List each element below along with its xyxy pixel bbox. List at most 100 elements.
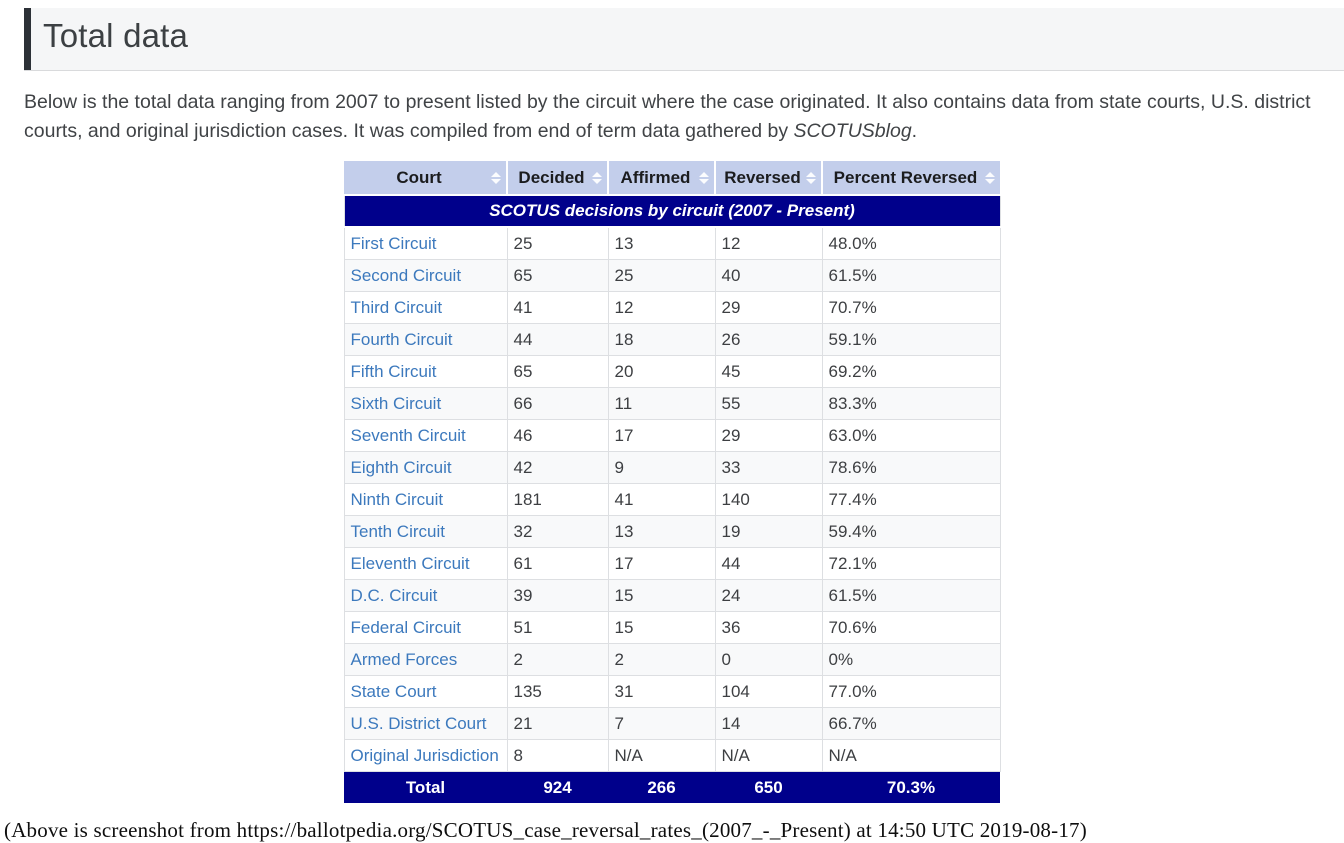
court-link[interactable]: D.C. Circuit <box>350 586 438 605</box>
court-link[interactable]: State Court <box>350 682 437 701</box>
sort-icon[interactable] <box>699 171 709 184</box>
decided-cell: 8 <box>506 739 609 772</box>
affirmed-cell: 13 <box>607 226 716 260</box>
reversed-cell: 45 <box>714 355 823 388</box>
total-label: Total <box>344 771 507 803</box>
screenshot-caption: (Above is screenshot from https://ballot… <box>4 818 1087 842</box>
table-row: Fifth Circuit 65 20 45 69.2% <box>343 355 1001 388</box>
sort-icon[interactable] <box>806 171 816 184</box>
column-header-court[interactable]: Court <box>344 161 507 196</box>
court-link[interactable]: Fifth Circuit <box>350 362 437 381</box>
total-percent: 70.3% <box>822 771 1000 803</box>
decided-cell: 2 <box>506 643 609 676</box>
court-link[interactable]: Original Jurisdiction <box>350 746 499 765</box>
court-link[interactable]: Federal Circuit <box>350 618 462 637</box>
percent-reversed-cell: 77.0% <box>821 675 1001 708</box>
intro-paragraph: Below is the total data ranging from 200… <box>24 88 1312 146</box>
reversed-cell: 44 <box>714 547 823 580</box>
decided-cell: 51 <box>506 611 609 644</box>
court-link[interactable]: Second Circuit <box>350 266 462 285</box>
table-row: Seventh Circuit 46 17 29 63.0% <box>343 419 1001 452</box>
court-link[interactable]: Fourth Circuit <box>350 330 453 349</box>
court-cell: Fifth Circuit <box>343 355 508 388</box>
court-link[interactable]: Eighth Circuit <box>350 458 452 477</box>
sort-icon[interactable] <box>491 171 501 184</box>
table-row: Second Circuit 65 25 40 61.5% <box>343 259 1001 292</box>
percent-reversed-cell: 70.7% <box>821 291 1001 324</box>
decided-cell: 46 <box>506 419 609 452</box>
percent-reversed-cell: 66.7% <box>821 707 1001 740</box>
intro-text: Below is the total data ranging from 200… <box>24 91 1311 142</box>
decided-cell: 44 <box>506 323 609 356</box>
total-affirmed: 266 <box>608 771 715 803</box>
court-cell: Fourth Circuit <box>343 323 508 356</box>
court-link[interactable]: Armed Forces <box>350 650 458 669</box>
court-cell: Second Circuit <box>343 259 508 292</box>
table-row: Tenth Circuit 32 13 19 59.4% <box>343 515 1001 548</box>
court-cell: Third Circuit <box>343 291 508 324</box>
page-heading-band: Total data <box>24 8 1344 71</box>
decided-cell: 21 <box>506 707 609 740</box>
court-link[interactable]: Sixth Circuit <box>350 394 442 413</box>
affirmed-cell: 15 <box>607 579 716 612</box>
sort-icon[interactable] <box>592 171 602 184</box>
percent-reversed-cell: 77.4% <box>821 483 1001 516</box>
decided-cell: 135 <box>506 675 609 708</box>
court-cell: State Court <box>343 675 508 708</box>
column-header-label: Affirmed <box>620 168 691 187</box>
column-header-label: Percent Reversed <box>833 168 978 187</box>
affirmed-cell: 2 <box>607 643 716 676</box>
decided-cell: 25 <box>506 226 609 260</box>
table-header-row: Court Decided Affirmed Reversed Percent … <box>344 161 1000 196</box>
affirmed-cell: 41 <box>607 483 716 516</box>
affirmed-cell: 7 <box>607 707 716 740</box>
reversed-cell: 24 <box>714 579 823 612</box>
court-link[interactable]: Ninth Circuit <box>350 490 444 509</box>
court-cell: First Circuit <box>343 226 508 260</box>
intro-italic-source: SCOTUSblog <box>793 120 912 142</box>
court-link[interactable]: First Circuit <box>350 234 437 253</box>
court-cell: Eighth Circuit <box>343 451 508 484</box>
court-cell: Ninth Circuit <box>343 483 508 516</box>
court-link[interactable]: Third Circuit <box>350 298 443 317</box>
column-header-reversed[interactable]: Reversed <box>714 161 822 196</box>
reversed-cell: 29 <box>714 419 823 452</box>
table-row: Ninth Circuit 181 41 140 77.4% <box>343 483 1001 516</box>
column-header-affirmed[interactable]: Affirmed <box>607 161 715 196</box>
decided-cell: 181 <box>506 483 609 516</box>
table-row: Armed Forces 2 2 0 0% <box>343 643 1001 676</box>
decided-cell: 65 <box>506 259 609 292</box>
percent-reversed-cell: 63.0% <box>821 419 1001 452</box>
table-row: Federal Circuit 51 15 36 70.6% <box>343 611 1001 644</box>
percent-reversed-cell: 70.6% <box>821 611 1001 644</box>
decided-cell: 61 <box>506 547 609 580</box>
court-cell: Armed Forces <box>343 643 508 676</box>
percent-reversed-cell: 59.1% <box>821 323 1001 356</box>
table-total-row: Total 924 266 650 70.3% <box>344 771 1000 803</box>
decided-cell: 42 <box>506 451 609 484</box>
reversed-cell: 19 <box>714 515 823 548</box>
court-link[interactable]: Seventh Circuit <box>350 426 466 445</box>
percent-reversed-cell: 0% <box>821 643 1001 676</box>
total-decided: 924 <box>507 771 608 803</box>
reversed-cell: 26 <box>714 323 823 356</box>
affirmed-cell: 31 <box>607 675 716 708</box>
percent-reversed-cell: 69.2% <box>821 355 1001 388</box>
affirmed-cell: 25 <box>607 259 716 292</box>
court-link[interactable]: Tenth Circuit <box>350 522 445 541</box>
column-header-decided[interactable]: Decided <box>506 161 608 196</box>
column-header-percent-reversed[interactable]: Percent Reversed <box>821 161 1000 196</box>
court-link[interactable]: U.S. District Court <box>350 714 487 733</box>
reversed-cell: 36 <box>714 611 823 644</box>
sort-icon[interactable] <box>985 171 995 184</box>
court-link[interactable]: Eleventh Circuit <box>350 554 470 573</box>
affirmed-cell: 9 <box>607 451 716 484</box>
percent-reversed-cell: 78.6% <box>821 451 1001 484</box>
decided-cell: 41 <box>506 291 609 324</box>
table-row: Eleventh Circuit 61 17 44 72.1% <box>343 547 1001 580</box>
table-row: Eighth Circuit 42 9 33 78.6% <box>343 451 1001 484</box>
reversed-cell: 104 <box>714 675 823 708</box>
table-row: State Court 135 31 104 77.0% <box>343 675 1001 708</box>
percent-reversed-cell: 61.5% <box>821 259 1001 292</box>
percent-reversed-cell: 61.5% <box>821 579 1001 612</box>
